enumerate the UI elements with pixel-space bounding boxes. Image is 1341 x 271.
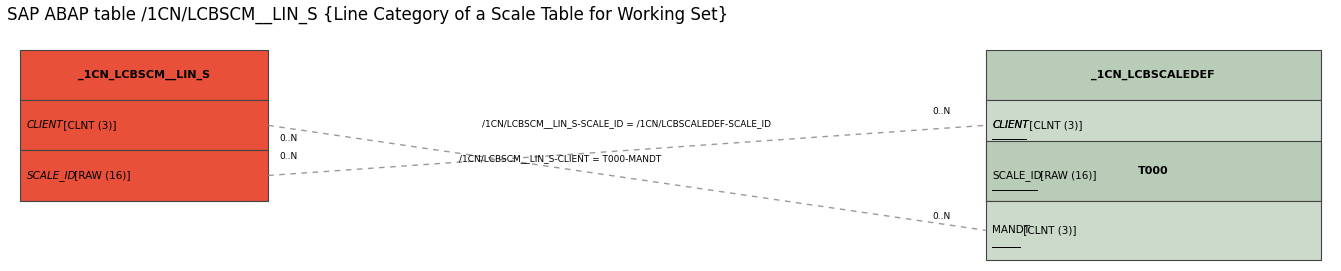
- Text: SAP ABAP table /1CN/LCBSCM__LIN_S {Line Category of a Scale Table for Working Se: SAP ABAP table /1CN/LCBSCM__LIN_S {Line …: [7, 5, 728, 24]
- FancyBboxPatch shape: [986, 201, 1321, 260]
- Text: CLIENT: CLIENT: [27, 120, 63, 130]
- Text: /1CN/LCBSCM__LIN_S-SCALE_ID = /1CN/LCBSCALEDEF-SCALE_ID: /1CN/LCBSCM__LIN_S-SCALE_ID = /1CN/LCBSC…: [483, 119, 771, 128]
- Text: 0..N: 0..N: [279, 134, 298, 143]
- Text: [CLNT (3)]: [CLNT (3)]: [60, 120, 117, 130]
- Text: /1CN/LCBSCM__LIN_S-CLIENT = T000-MANDT: /1CN/LCBSCM__LIN_S-CLIENT = T000-MANDT: [459, 154, 661, 163]
- Text: 0..N: 0..N: [279, 152, 298, 161]
- FancyBboxPatch shape: [20, 100, 268, 150]
- Text: CLIENT: CLIENT: [992, 120, 1029, 130]
- Text: [RAW (16)]: [RAW (16)]: [1037, 170, 1096, 180]
- Text: CLIENT: CLIENT: [992, 120, 1029, 130]
- Text: 0..N: 0..N: [932, 107, 951, 116]
- Text: SCALE_ID: SCALE_ID: [27, 170, 76, 181]
- FancyBboxPatch shape: [986, 100, 1321, 150]
- FancyBboxPatch shape: [986, 50, 1321, 100]
- Text: [CLNT (3)]: [CLNT (3)]: [1021, 225, 1077, 235]
- Text: _1CN_LCBSCALEDEF: _1CN_LCBSCALEDEF: [1092, 70, 1215, 80]
- Text: T000: T000: [1139, 166, 1168, 176]
- FancyBboxPatch shape: [20, 50, 268, 100]
- FancyBboxPatch shape: [986, 141, 1321, 201]
- Text: 0..N: 0..N: [932, 212, 951, 221]
- FancyBboxPatch shape: [20, 150, 268, 201]
- Text: [CLNT (3)]: [CLNT (3)]: [1026, 120, 1082, 130]
- Text: _1CN_LCBSCM__LIN_S: _1CN_LCBSCM__LIN_S: [78, 70, 211, 80]
- Text: SCALE_ID: SCALE_ID: [992, 170, 1042, 181]
- FancyBboxPatch shape: [986, 150, 1321, 201]
- Text: MANDT: MANDT: [992, 225, 1030, 235]
- Text: [RAW (16)]: [RAW (16)]: [71, 170, 130, 180]
